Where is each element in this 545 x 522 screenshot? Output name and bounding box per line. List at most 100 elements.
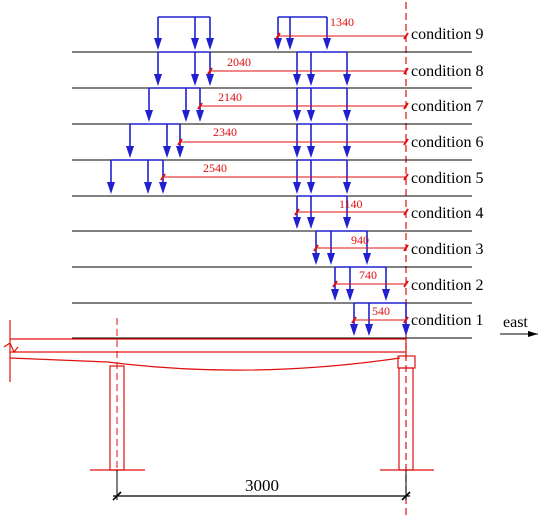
east-direction-indicator: east xyxy=(500,314,538,337)
load-arrowhead-icon-main-7-0 xyxy=(331,289,339,301)
load-arrowhead-icon-main-5-1 xyxy=(307,217,315,229)
dimension-label-condition-2: 740 xyxy=(359,268,377,282)
level-lines xyxy=(72,51,472,339)
load-arrowhead-icon-main-3-0 xyxy=(293,146,301,158)
load-arrowhead-icon-main-2-2 xyxy=(343,110,351,122)
load-arrowhead-icon-main-4-0 xyxy=(293,182,301,194)
load-arrowhead-icon-main-3-1 xyxy=(307,146,315,158)
load-group-condition-2: 740 xyxy=(331,266,409,301)
load-group-condition-8: 2040 xyxy=(154,51,409,86)
condition-label-8: condition 8 xyxy=(411,63,483,80)
dimension-tick-right-8 xyxy=(403,316,409,324)
east-label: east xyxy=(503,314,528,331)
load-arrowhead-icon-extra-1-2 xyxy=(206,74,214,86)
condition-label-3: condition 3 xyxy=(411,241,483,258)
condition-label-4: condition 4 xyxy=(411,205,483,222)
east-arrowhead-icon xyxy=(528,331,538,337)
right-pier xyxy=(380,355,434,471)
dimension-label-condition-5: 2540 xyxy=(203,161,227,175)
load-group-condition-6: 2340 xyxy=(126,123,409,158)
load-groups: 1340 2040 2140 2340 2540 1140 940 740 540 xyxy=(107,15,410,336)
condition-label-5: condition 5 xyxy=(411,170,483,187)
dimension-tick-right-5 xyxy=(403,208,409,216)
load-arrowhead-icon-extra-2-2 xyxy=(196,110,204,122)
condition-label-7: condition 7 xyxy=(411,98,483,115)
load-arrowhead-icon-main-3-2 xyxy=(343,146,351,158)
load-arrowhead-icon-extra-2-1 xyxy=(182,110,190,122)
load-arrowhead-icon-extra-3-0 xyxy=(126,146,134,158)
dimension-tick-left-2 xyxy=(197,102,203,110)
load-arrowhead-icon-extra-0-2 xyxy=(206,38,214,50)
load-arrowhead-icon-main-0-1 xyxy=(286,38,294,50)
dimension-label-condition-7: 2140 xyxy=(218,90,242,104)
load-arrowhead-icon-main-8-0 xyxy=(350,324,358,336)
load-arrowhead-icon-main-8-1 xyxy=(365,324,373,336)
dimension-label-condition-4: 1140 xyxy=(339,197,363,211)
dimension-tick-left-4 xyxy=(160,173,166,181)
load-arrowhead-icon-extra-0-0 xyxy=(154,38,162,50)
dimension-tick-left-7 xyxy=(332,280,338,288)
load-group-condition-7: 2140 xyxy=(145,87,409,122)
condition-label-1: condition 1 xyxy=(411,312,483,329)
load-arrowhead-icon-main-1-0 xyxy=(293,74,301,86)
condition-label-6: condition 6 xyxy=(411,134,483,151)
dimension-tick-right-1 xyxy=(403,67,409,75)
load-arrowhead-icon-main-1-1 xyxy=(307,74,315,86)
load-arrowhead-icon-main-6-2 xyxy=(363,253,371,265)
load-arrowhead-icon-main-5-0 xyxy=(293,217,301,229)
condition-label-9: condition 9 xyxy=(411,26,483,43)
dimension-tick-left-8 xyxy=(351,316,357,324)
load-arrowhead-icon-main-4-2 xyxy=(343,182,351,194)
girder-soffit xyxy=(9,357,401,371)
load-arrowhead-icon-main-7-2 xyxy=(382,289,390,301)
dimension-tick-right-2 xyxy=(403,102,409,110)
bridge-girder xyxy=(3,320,407,382)
dimension-tick-right-4 xyxy=(403,173,409,181)
load-arrowhead-icon-main-2-1 xyxy=(307,110,315,122)
load-group-condition-3: 940 xyxy=(312,230,409,265)
girder-break-symbol-icon xyxy=(3,342,19,354)
load-group-condition-5: 2540 xyxy=(107,159,409,194)
load-arrowhead-icon-main-0-0 xyxy=(274,38,282,50)
dimension-label-condition-9: 1340 xyxy=(330,15,354,29)
dimension-label-condition-3: 940 xyxy=(351,233,369,247)
load-arrowhead-icon-main-0-2 xyxy=(323,38,331,50)
load-arrowhead-icon-main-5-2 xyxy=(343,217,351,229)
dimension-tick-left-0 xyxy=(275,32,281,40)
dimension-label-condition-8: 2040 xyxy=(227,55,251,69)
dimension-tick-left-3 xyxy=(177,138,183,146)
span-length-label: 3000 xyxy=(245,476,279,495)
load-arrowhead-icon-extra-1-0 xyxy=(154,74,162,86)
load-arrowhead-icon-extra-4-0 xyxy=(107,182,115,194)
load-arrowhead-icon-main-6-1 xyxy=(327,253,335,265)
dimension-tick-left-6 xyxy=(313,244,319,252)
condition-label-2: condition 2 xyxy=(411,277,483,294)
dimension-label-condition-6: 2340 xyxy=(213,125,237,139)
condition-labels: condition 9 condition 8 condition 7 cond… xyxy=(411,26,483,329)
load-arrowhead-icon-main-2-0 xyxy=(293,110,301,122)
dimension-tick-right-0 xyxy=(403,32,409,40)
load-arrowhead-icon-main-8-2 xyxy=(402,324,410,336)
load-arrowhead-icon-extra-4-2 xyxy=(159,182,167,194)
dimension-label-condition-1: 540 xyxy=(372,304,390,318)
load-arrowhead-icon-extra-1-1 xyxy=(191,74,199,86)
load-arrowhead-icon-main-4-1 xyxy=(307,182,315,194)
dimension-tick-right-6 xyxy=(403,244,409,252)
load-group-condition-4: 1140 xyxy=(293,195,409,229)
dimension-tick-right-3 xyxy=(403,138,409,146)
load-arrowhead-icon-extra-4-1 xyxy=(144,182,152,194)
load-arrowhead-icon-main-6-0 xyxy=(312,253,320,265)
dimension-tick-right-7 xyxy=(403,280,409,288)
left-pier xyxy=(90,318,145,471)
load-arrowhead-icon-extra-0-1 xyxy=(191,38,199,50)
span-dimension: 3000 xyxy=(112,470,411,501)
load-group-condition-1: 540 xyxy=(350,302,410,336)
load-arrowhead-icon-main-7-1 xyxy=(346,289,354,301)
load-arrowhead-icon-main-1-2 xyxy=(343,74,351,86)
dimension-tick-left-1 xyxy=(207,67,213,75)
load-arrowhead-icon-extra-2-0 xyxy=(145,110,153,122)
dimension-tick-left-5 xyxy=(294,208,300,216)
load-group-condition-9: 1340 xyxy=(154,15,409,50)
load-arrowhead-icon-extra-3-1 xyxy=(163,146,171,158)
